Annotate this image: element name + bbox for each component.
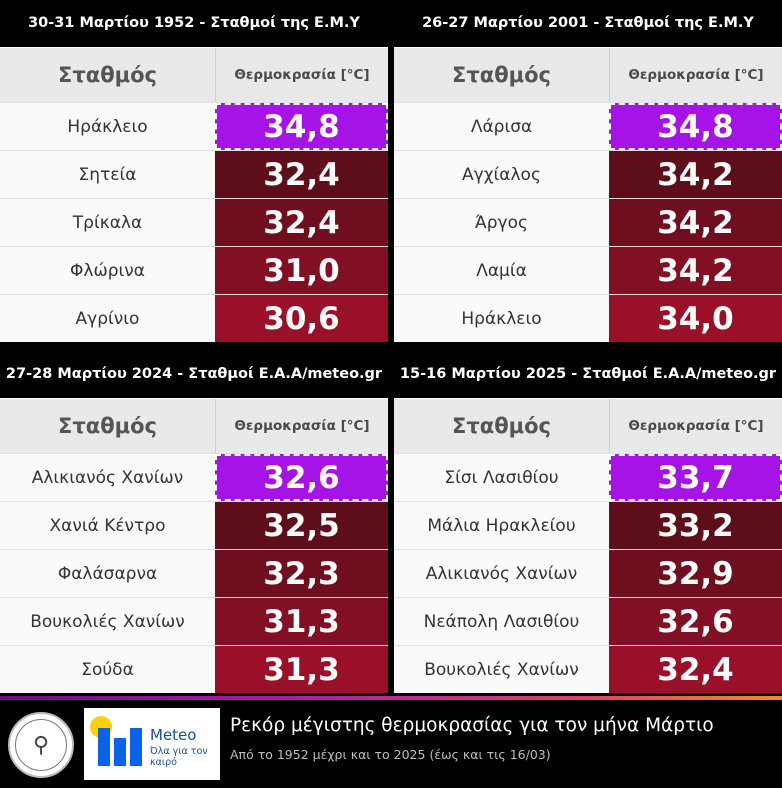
table-row: Ηράκλειο 34,8 (0, 102, 388, 150)
footer: ⚲ Meteo Όλα για τον καιρό Ρεκόρ μέγιστης… (0, 700, 782, 788)
temperature-value: 33,7 (609, 454, 782, 501)
temperature-value: 32,4 (215, 151, 388, 198)
station-header: Σταθμός (58, 63, 157, 87)
station-name: Λαμία (394, 247, 609, 294)
table-row: Βουκολιές Χανίων 31,3 (0, 597, 388, 645)
station-name: Μάλια Ηρακλείου (394, 502, 609, 549)
temperature-value: 34,8 (609, 103, 782, 150)
table-row: Τρίκαλα 32,4 (0, 198, 388, 246)
panel-2025: 15-16 Μαρτίου 2025 - Σταθμοί Ε.Α.Α/meteo… (394, 351, 782, 696)
table-row: Φλώρινα 31,0 (0, 246, 388, 294)
table-header: Σταθμός Θερμοκρασία [°C] (394, 47, 782, 102)
station-name: Ηράκλειο (0, 103, 215, 150)
panel-title: 15-16 Μαρτίου 2025 - Σταθμοί Ε.Α.Α/meteo… (394, 351, 782, 398)
table-row: Ηράκλειο 34,0 (394, 294, 782, 342)
station-name: Βουκολιές Χανίων (394, 646, 609, 693)
footer-subtitle: Από το 1952 μέχρι και το 2025 (έως και τ… (230, 747, 551, 762)
table-row: Αλικιανός Χανίων 32,9 (394, 549, 782, 597)
table-header: Σταθμός Θερμοκρασία [°C] (394, 398, 782, 453)
station-name: Σητεία (0, 151, 215, 198)
temperature-value: 32,4 (609, 646, 782, 693)
table-row: Αγχίαλος 34,2 (394, 150, 782, 198)
station-name: Αλικιανός Χανίων (394, 550, 609, 597)
temperature-header: Θερμοκρασία [°C] (215, 399, 388, 453)
temperature-value: 32,6 (215, 454, 388, 501)
temperature-header: Θερμοκρασία [°C] (609, 48, 782, 102)
station-name: Άργος (394, 199, 609, 246)
temperature-value: 34,0 (609, 295, 782, 342)
temperature-value: 32,5 (215, 502, 388, 549)
table-row: Αλικιανός Χανίων 32,6 (0, 453, 388, 501)
gradient-divider (0, 696, 782, 700)
temperature-value: 31,3 (215, 598, 388, 645)
table-row: Σητεία 32,4 (0, 150, 388, 198)
station-name: Βουκολιές Χανίων (0, 598, 215, 645)
temperature-value: 31,0 (215, 247, 388, 294)
temperature-value: 34,2 (609, 199, 782, 246)
table-row: Νεάπολη Λασιθίου 32,6 (394, 597, 782, 645)
table-header: Σταθμός Θερμοκρασία [°C] (0, 47, 388, 102)
temperature-header: Θερμοκρασία [°C] (609, 399, 782, 453)
table-row: Λαμία 34,2 (394, 246, 782, 294)
temperature-value: 34,8 (215, 103, 388, 150)
table-row: Βουκολιές Χανίων 32,4 (394, 645, 782, 693)
panel-title: 30-31 Μαρτίου 1952 - Σταθμοί της Ε.Μ.Υ (0, 0, 388, 47)
station-name: Λάρισα (394, 103, 609, 150)
meteo-brand-name: Meteo (150, 726, 197, 744)
temperature-header: Θερμοκρασία [°C] (215, 48, 388, 102)
temperature-value: 32,9 (609, 550, 782, 597)
station-name: Φλώρινα (0, 247, 215, 294)
temperature-value: 32,4 (215, 199, 388, 246)
panel-2001: 26-27 Μαρτίου 2001 - Σταθμοί της Ε.Μ.Υ Σ… (394, 0, 782, 345)
panel-title: 26-27 Μαρτίου 2001 - Σταθμοί της Ε.Μ.Υ (394, 0, 782, 47)
temperature-value: 34,2 (609, 247, 782, 294)
temperature-value: 32,6 (609, 598, 782, 645)
station-header: Σταθμός (452, 63, 551, 87)
table-row: Λάρισα 34,8 (394, 102, 782, 150)
table-row: Άργος 34,2 (394, 198, 782, 246)
table-row: Σίσι Λασιθίου 33,7 (394, 453, 782, 501)
station-name: Αγχίαλος (394, 151, 609, 198)
panel-title: 27-28 Μαρτίου 2024 - Σταθμοί Ε.Α.Α/meteo… (0, 351, 388, 398)
station-name: Σίσι Λασιθίου (394, 454, 609, 501)
panel-1952: 30-31 Μαρτίου 1952 - Σταθμοί της Ε.Μ.Υ Σ… (0, 0, 388, 345)
station-name: Χανιά Κέντρο (0, 502, 215, 549)
table-row: Σούδα 31,3 (0, 645, 388, 693)
temperature-value: 30,6 (215, 295, 388, 342)
temperature-value: 32,3 (215, 550, 388, 597)
temperature-value: 34,2 (609, 151, 782, 198)
table-header: Σταθμός Θερμοκρασία [°C] (0, 398, 388, 453)
temperature-value: 33,2 (609, 502, 782, 549)
station-name: Νεάπολη Λασιθίου (394, 598, 609, 645)
table-row: Φαλάσαρνα 32,3 (0, 549, 388, 597)
temperature-value: 31,3 (215, 646, 388, 693)
observatory-seal-icon: ⚲ (8, 712, 74, 778)
footer-title: Ρεκόρ μέγιστης θερμοκρασίας για τον μήνα… (230, 715, 714, 736)
station-name: Σούδα (0, 646, 215, 693)
station-name: Ηράκλειο (394, 295, 609, 342)
station-name: Αλικιανός Χανίων (0, 454, 215, 501)
meteo-tagline: Όλα για τον καιρό (150, 746, 208, 768)
table-row: Μάλια Ηρακλείου 33,2 (394, 501, 782, 549)
meteo-logo-icon: Meteo Όλα για τον καιρό (84, 708, 220, 780)
station-header: Σταθμός (58, 414, 157, 438)
panel-2024: 27-28 Μαρτίου 2024 - Σταθμοί Ε.Α.Α/meteo… (0, 351, 388, 696)
table-row: Αγρίνιο 30,6 (0, 294, 388, 342)
station-header: Σταθμός (452, 414, 551, 438)
station-name: Τρίκαλα (0, 199, 215, 246)
station-name: Αγρίνιο (0, 295, 215, 342)
station-name: Φαλάσαρνα (0, 550, 215, 597)
table-row: Χανιά Κέντρο 32,5 (0, 501, 388, 549)
